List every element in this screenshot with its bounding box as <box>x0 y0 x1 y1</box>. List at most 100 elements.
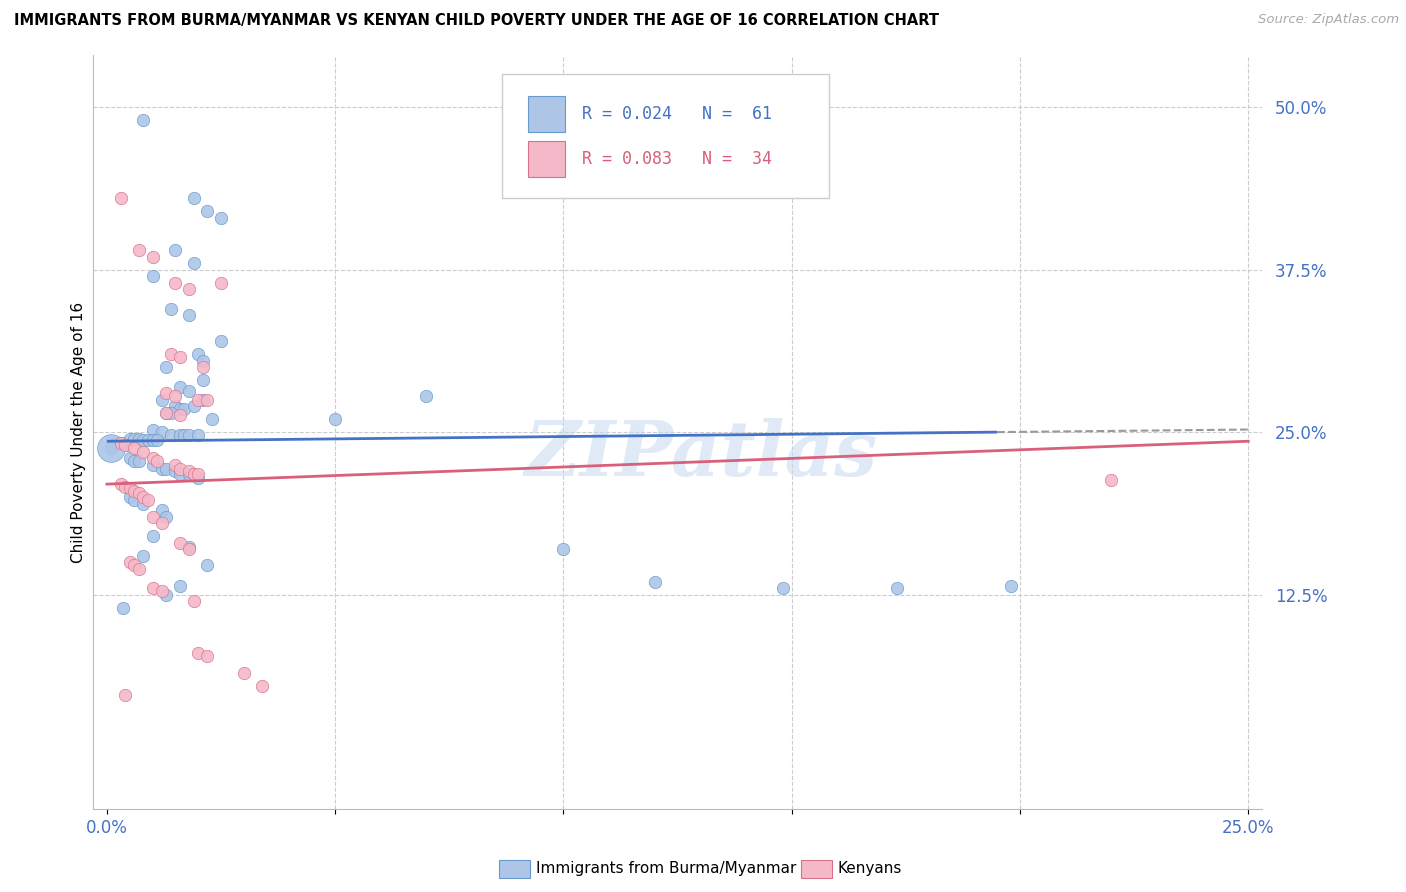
Point <box>323 412 346 426</box>
Point <box>105 435 128 450</box>
Point <box>122 492 145 507</box>
Point <box>183 467 205 481</box>
Point <box>141 529 163 543</box>
Point <box>132 433 155 447</box>
Point <box>169 578 191 592</box>
Point <box>177 427 200 442</box>
Point <box>150 503 173 517</box>
Point <box>141 458 163 472</box>
Point <box>173 427 195 442</box>
Point <box>177 308 200 322</box>
Point <box>141 581 163 595</box>
Point <box>169 409 191 423</box>
Point <box>250 679 273 693</box>
Point <box>169 467 191 481</box>
Point <box>118 490 141 504</box>
Point <box>177 467 200 481</box>
Point <box>195 648 218 663</box>
Point <box>150 392 173 407</box>
Point <box>141 433 163 447</box>
Point <box>165 389 187 403</box>
Point <box>195 558 218 572</box>
FancyBboxPatch shape <box>527 141 565 178</box>
Point <box>146 433 169 447</box>
Point <box>165 276 187 290</box>
Point <box>191 392 214 407</box>
Point <box>155 386 177 401</box>
Point <box>195 204 218 219</box>
Point <box>128 561 150 575</box>
Point <box>1099 473 1122 487</box>
FancyBboxPatch shape <box>527 95 565 132</box>
Point <box>111 600 134 615</box>
Point <box>118 481 141 495</box>
Point <box>886 581 908 595</box>
Point <box>150 516 173 530</box>
Point <box>100 441 122 455</box>
Point <box>169 401 191 416</box>
Point <box>114 480 136 494</box>
Point <box>187 392 209 407</box>
Point <box>122 558 145 572</box>
Point <box>209 334 232 348</box>
Text: R = 0.083   N =  34: R = 0.083 N = 34 <box>582 150 772 169</box>
Point <box>110 191 132 205</box>
Point <box>644 574 666 589</box>
Point <box>165 243 187 257</box>
Point <box>132 549 155 563</box>
Point <box>128 486 150 500</box>
Point <box>169 350 191 364</box>
Point <box>553 542 575 557</box>
Point <box>141 509 163 524</box>
Point <box>415 389 437 403</box>
Point <box>191 360 214 375</box>
Point <box>195 392 218 407</box>
Point <box>155 406 177 420</box>
Point <box>209 211 232 225</box>
Point <box>187 427 209 442</box>
Point <box>141 269 163 284</box>
Point <box>118 451 141 466</box>
Point <box>150 425 173 439</box>
Point <box>150 583 173 598</box>
Point <box>159 347 181 361</box>
Point <box>155 588 177 602</box>
Point <box>187 467 209 481</box>
Point <box>150 461 173 475</box>
Point <box>114 438 136 452</box>
Point <box>183 399 205 413</box>
Point <box>159 406 181 420</box>
Text: IMMIGRANTS FROM BURMA/MYANMAR VS KENYAN CHILD POVERTY UNDER THE AGE OF 16 CORREL: IMMIGRANTS FROM BURMA/MYANMAR VS KENYAN … <box>14 13 939 29</box>
Point <box>100 441 122 455</box>
Text: ZIPatlas: ZIPatlas <box>524 417 877 491</box>
Point <box>132 490 155 504</box>
Point <box>187 347 209 361</box>
Point <box>183 191 205 205</box>
Point <box>110 435 132 450</box>
Point <box>122 483 145 498</box>
Y-axis label: Child Poverty Under the Age of 16: Child Poverty Under the Age of 16 <box>72 301 86 563</box>
Point <box>155 406 177 420</box>
Point <box>141 451 163 466</box>
Point <box>169 461 191 475</box>
Point <box>1000 578 1022 592</box>
Point <box>128 454 150 468</box>
Point <box>128 432 150 446</box>
Point <box>122 441 145 455</box>
Point <box>187 470 209 484</box>
Point <box>155 509 177 524</box>
Point <box>128 243 150 257</box>
Point <box>177 384 200 398</box>
Point <box>110 477 132 491</box>
Point <box>165 399 187 413</box>
Text: Kenyans: Kenyans <box>838 862 903 876</box>
Point <box>132 113 155 128</box>
Point <box>132 444 155 458</box>
Point <box>165 464 187 478</box>
Point <box>159 301 181 316</box>
Point <box>177 542 200 557</box>
Point <box>191 353 214 368</box>
Point <box>141 423 163 437</box>
Point <box>173 401 195 416</box>
Point <box>187 646 209 660</box>
